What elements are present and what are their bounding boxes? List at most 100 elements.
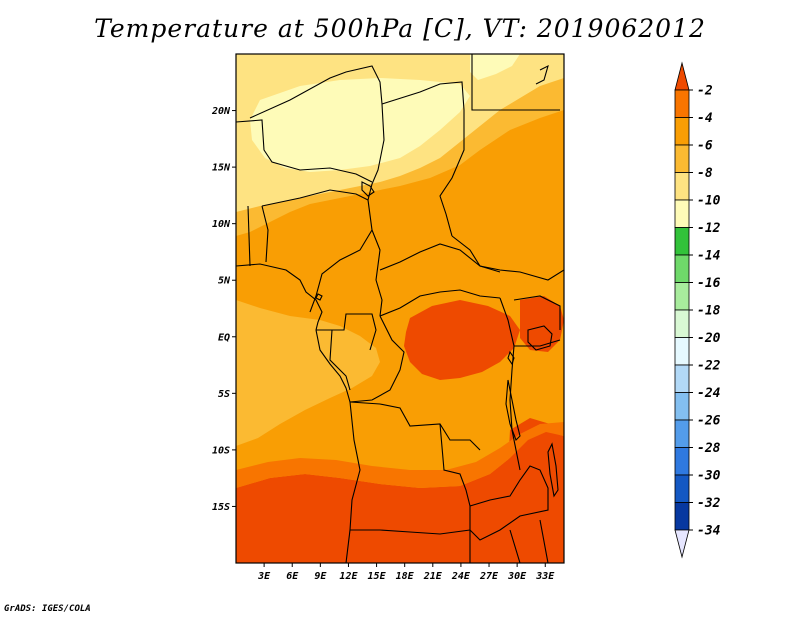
colorbar-label: -4 <box>697 111 713 126</box>
lon-tick-label: 3E <box>257 571 271 582</box>
lake-tanganyika <box>505 379 521 441</box>
colorbar-label: -10 <box>697 194 721 209</box>
field-band-12-to-10-ne <box>470 54 520 80</box>
border-tanzania <box>514 339 561 347</box>
colorbar-swatch <box>674 172 690 201</box>
longitude-axis: 3E 6E 9E 12E 15E 18E 21E 24E 27E 30E 33E <box>257 563 555 582</box>
map-frame <box>235 53 565 564</box>
lat-tick-label: 10N <box>212 219 231 230</box>
river-nile-segment <box>535 64 549 85</box>
colorbar-label: -12 <box>697 221 721 236</box>
colorbar-label: -24 <box>697 386 721 401</box>
lat-tick-label: EQ <box>218 332 230 343</box>
lon-tick-label: 9E <box>314 571 327 582</box>
colorbar-swatch <box>674 474 690 503</box>
colorbar-label: -2 <box>697 84 713 99</box>
colorbar-label: -22 <box>697 359 721 374</box>
field-band-8-to-6-west <box>236 300 380 446</box>
lon-tick-label: 33E <box>535 571 555 582</box>
lat-tick-label: 15S <box>212 502 230 513</box>
latitude-axis: 20N 15N 10N 5N EQ 5S 10S 15S <box>211 106 236 513</box>
border-congo-drc <box>349 315 405 403</box>
border-nigeria-north <box>261 189 369 207</box>
bioko-island <box>315 293 323 301</box>
colorbar-swatch <box>674 419 690 448</box>
border-egypt-sudan <box>471 54 560 111</box>
chart-title: Temperature at 500hPa [C], VT: 201906201… <box>94 14 706 43</box>
border-uganda <box>513 295 561 330</box>
border-benin-togo <box>247 205 251 267</box>
coastline-guinea <box>236 263 323 331</box>
colorbar-label: -30 <box>697 469 721 484</box>
border-southern <box>469 519 549 563</box>
border-gabon <box>316 313 377 351</box>
colorbar-label: -14 <box>697 249 721 264</box>
border-chad-sudan <box>439 110 465 237</box>
lon-tick-label: 21E <box>423 571 443 582</box>
border-nigeria-benin <box>261 205 269 263</box>
lon-tick-label: 24E <box>451 571 471 582</box>
border-cameroon-chad <box>371 229 383 317</box>
colorbar: -2 -4 -6 -8 -10 -12 -14 -16 -18 -20 -22 -24 -26 -28 -3… <box>674 61 721 559</box>
border-angola-south <box>350 529 471 535</box>
lake-victoria <box>527 325 553 351</box>
colorbar-swatch <box>674 309 690 338</box>
colorbar-swatch <box>674 144 690 173</box>
colorbar-swatch <box>674 254 690 283</box>
border-sudan-car <box>451 235 564 281</box>
lon-tick-label: 15E <box>368 571 387 582</box>
colorbar-bottom-arrow <box>674 529 690 559</box>
colorbar-label: -32 <box>697 496 721 511</box>
colorbar-label: -26 <box>697 414 721 429</box>
coastline-west-central <box>315 329 351 403</box>
lon-tick-label: 18E <box>396 571 415 582</box>
border-drc-east <box>499 297 521 471</box>
lat-tick-label: 5S <box>218 389 230 400</box>
colorbar-swatch <box>674 447 690 476</box>
lat-tick-label: 5N <box>218 276 231 287</box>
border-angola-coast <box>349 401 361 531</box>
lat-tick-label: 15N <box>212 163 231 174</box>
colorbar-swatch <box>674 364 690 393</box>
border-zambia <box>469 465 549 541</box>
border-car-drc <box>379 289 501 317</box>
border-namibia <box>345 529 351 563</box>
lake-kivu <box>507 350 515 366</box>
border-mali-niger <box>236 119 373 183</box>
border-algeria-niger <box>249 65 383 119</box>
border-angola-north <box>349 401 481 451</box>
colorbar-swatch <box>674 89 690 118</box>
lon-tick-label: 6E <box>286 571 299 582</box>
colorbar-swatch <box>674 227 690 256</box>
colorbar-swatch <box>674 117 690 146</box>
lat-tick-label: 10S <box>212 445 230 456</box>
colorbar-swatch <box>674 392 690 421</box>
colorbar-swatch <box>674 502 690 531</box>
border-congo-gabon <box>329 329 351 391</box>
colorbar-swatch <box>674 337 690 366</box>
colorbar-label: -20 <box>697 331 721 346</box>
border-niger-chad <box>367 103 385 201</box>
country-borders <box>236 54 564 563</box>
field-band-12-to-10 <box>250 78 470 172</box>
lon-tick-label: 12E <box>339 571 358 582</box>
colorbar-label: -18 <box>697 304 721 319</box>
lake-chad <box>361 181 375 197</box>
colorbar-label: -16 <box>697 276 721 291</box>
colorbar-top-arrow <box>674 61 690 91</box>
field-band-6-to-4-south-notch <box>236 422 564 488</box>
lat-tick-label: 20N <box>211 106 231 117</box>
colorbar-swatch <box>674 199 690 228</box>
colorbar-label: -34 <box>697 524 721 539</box>
grads-credit: GrADS: IGES/COLA <box>4 604 91 614</box>
lake-malawi <box>547 442 559 498</box>
border-angola-east <box>439 423 471 530</box>
border-libya-chad <box>381 81 465 111</box>
colorbar-swatch <box>674 282 690 311</box>
field-band-4-to-2-south <box>236 432 564 563</box>
field-band-4-to-2-central <box>404 300 520 380</box>
colorbar-label: -8 <box>697 166 713 181</box>
lon-tick-label: 27E <box>479 571 499 582</box>
field-band-4-to-2-ne <box>520 296 564 352</box>
